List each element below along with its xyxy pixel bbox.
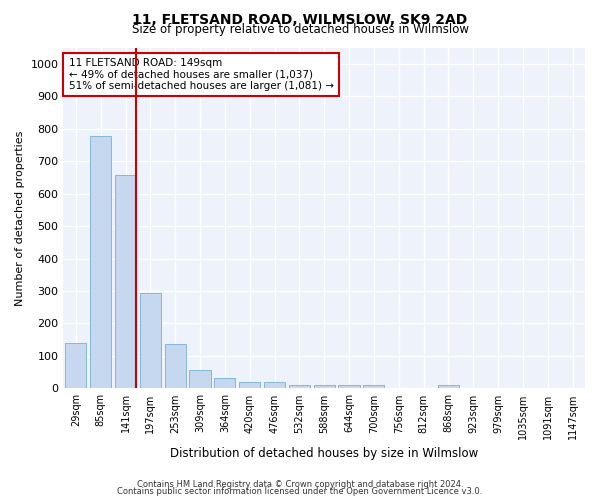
Bar (438, 385, 459, 388)
Text: Contains HM Land Registry data © Crown copyright and database right 2024.: Contains HM Land Registry data © Crown c… (137, 480, 463, 489)
Bar (140, 292, 161, 388)
Text: 11, FLETSAND ROAD, WILMSLOW, SK9 2AD: 11, FLETSAND ROAD, WILMSLOW, SK9 2AD (133, 12, 467, 26)
Bar (214, 378, 235, 388)
Bar (90, 136, 111, 388)
Bar (115, 175, 136, 388)
Y-axis label: Number of detached properties: Number of detached properties (15, 130, 25, 306)
Bar (190, 370, 211, 388)
Text: Size of property relative to detached houses in Wilmslow: Size of property relative to detached ho… (131, 22, 469, 36)
Bar (264, 382, 285, 388)
Bar (239, 382, 260, 388)
X-axis label: Distribution of detached houses by size in Wilmslow: Distribution of detached houses by size … (170, 447, 478, 460)
Bar (338, 385, 359, 388)
Bar (164, 344, 186, 388)
Bar (314, 385, 335, 388)
Bar (289, 385, 310, 388)
Text: 11 FLETSAND ROAD: 149sqm
← 49% of detached houses are smaller (1,037)
51% of sem: 11 FLETSAND ROAD: 149sqm ← 49% of detach… (68, 58, 334, 91)
Bar (364, 385, 385, 388)
Text: Contains public sector information licensed under the Open Government Licence v3: Contains public sector information licen… (118, 487, 482, 496)
Bar (65, 343, 86, 388)
